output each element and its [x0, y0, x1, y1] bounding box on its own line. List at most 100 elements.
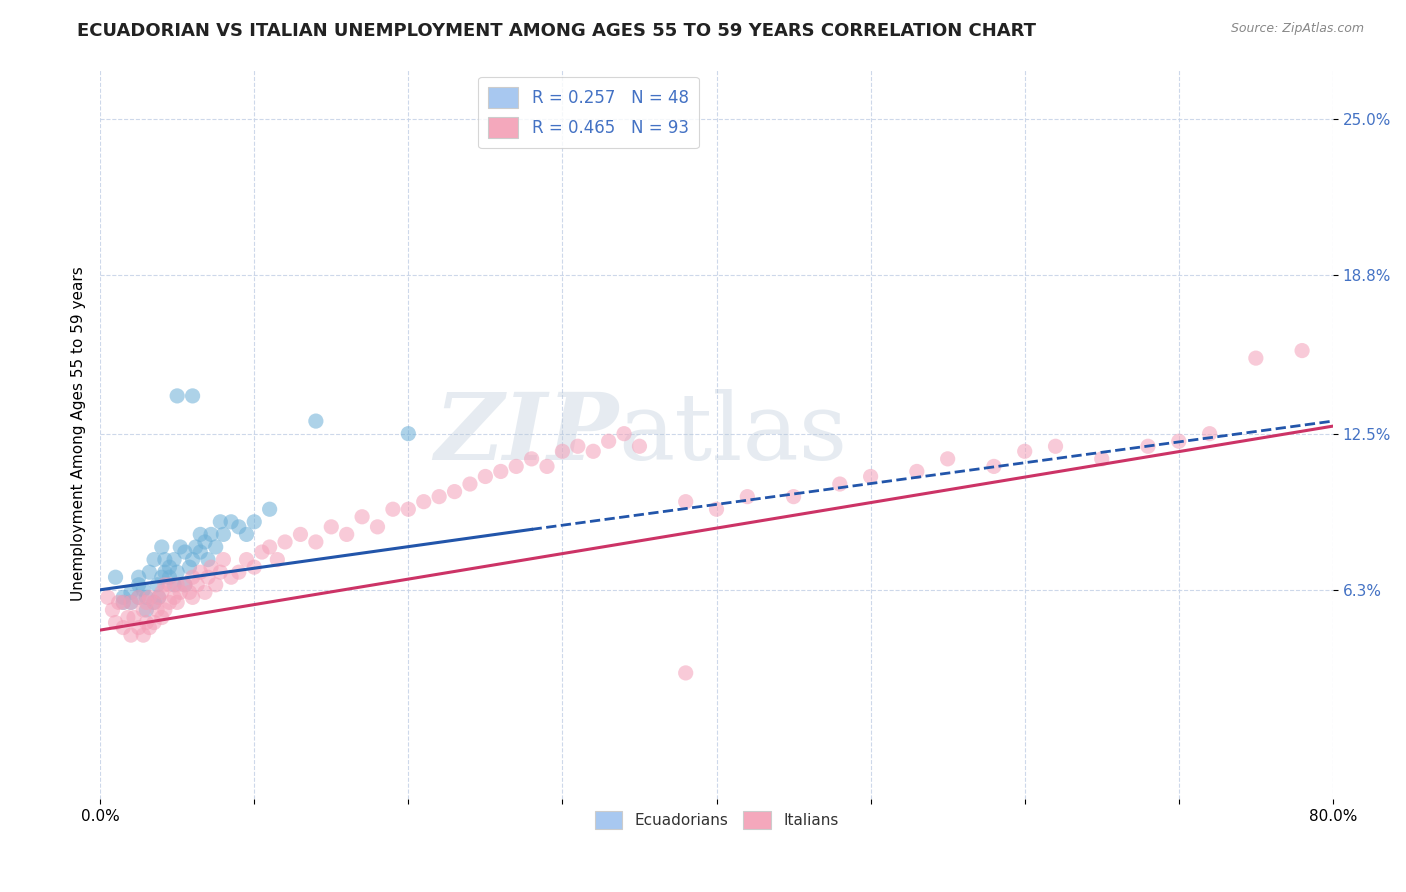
Point	[173, 578, 195, 592]
Point	[219, 515, 242, 529]
Point	[290, 527, 312, 541]
Point	[169, 585, 191, 599]
Point	[128, 570, 150, 584]
Point	[396, 502, 419, 516]
Point	[150, 570, 173, 584]
Point	[219, 570, 242, 584]
Point	[209, 515, 232, 529]
Point	[188, 565, 211, 579]
Point	[150, 540, 173, 554]
Point	[169, 540, 191, 554]
Point	[396, 426, 419, 441]
Point	[146, 578, 169, 592]
Point	[188, 545, 211, 559]
Point	[235, 527, 257, 541]
Text: ECUADORIAN VS ITALIAN UNEMPLOYMENT AMONG AGES 55 TO 59 YEARS CORRELATION CHART: ECUADORIAN VS ITALIAN UNEMPLOYMENT AMONG…	[77, 22, 1036, 40]
Point	[1244, 351, 1267, 365]
Point	[243, 560, 266, 574]
Point	[120, 595, 142, 609]
Point	[132, 628, 155, 642]
Point	[582, 444, 605, 458]
Point	[135, 595, 157, 609]
Point	[181, 570, 204, 584]
Point	[117, 610, 139, 624]
Point	[1136, 439, 1159, 453]
Point	[143, 595, 166, 609]
Point	[173, 578, 195, 592]
Point	[505, 459, 527, 474]
Point	[104, 570, 127, 584]
Point	[194, 585, 217, 599]
Point	[197, 552, 219, 566]
Point	[138, 591, 160, 605]
Point	[321, 520, 343, 534]
Point	[567, 439, 589, 453]
Point	[628, 439, 651, 453]
Point	[200, 560, 222, 574]
Point	[1045, 439, 1067, 453]
Point	[458, 477, 481, 491]
Point	[159, 578, 181, 592]
Point	[905, 465, 928, 479]
Point	[135, 615, 157, 630]
Point	[163, 578, 186, 592]
Point	[153, 565, 176, 579]
Point	[159, 560, 181, 574]
Point	[181, 552, 204, 566]
Text: Source: ZipAtlas.com: Source: ZipAtlas.com	[1230, 22, 1364, 36]
Point	[128, 591, 150, 605]
Point	[153, 552, 176, 566]
Point	[613, 426, 636, 441]
Point	[179, 585, 201, 599]
Point	[135, 603, 157, 617]
Point	[101, 603, 124, 617]
Point	[138, 565, 160, 579]
Point	[146, 603, 169, 617]
Point	[188, 527, 211, 541]
Point	[204, 578, 226, 592]
Point	[212, 552, 235, 566]
Point	[675, 665, 697, 680]
Point	[166, 595, 188, 609]
Point	[112, 595, 135, 609]
Point	[489, 465, 512, 479]
Point	[1014, 444, 1036, 458]
Point	[194, 535, 217, 549]
Point	[143, 595, 166, 609]
Point	[598, 434, 620, 449]
Point	[148, 591, 170, 605]
Legend: Ecuadorians, Italians: Ecuadorians, Italians	[589, 805, 845, 835]
Point	[150, 585, 173, 599]
Point	[1291, 343, 1313, 358]
Point	[122, 610, 145, 624]
Point	[181, 591, 204, 605]
Point	[536, 459, 558, 474]
Point	[104, 615, 127, 630]
Point	[186, 578, 208, 592]
Text: atlas: atlas	[617, 389, 848, 479]
Point	[1198, 426, 1220, 441]
Point	[163, 552, 186, 566]
Point	[259, 540, 281, 554]
Point	[132, 603, 155, 617]
Point	[200, 527, 222, 541]
Point	[305, 414, 328, 428]
Point	[1167, 434, 1189, 449]
Point	[166, 565, 188, 579]
Point	[112, 621, 135, 635]
Point	[381, 502, 404, 516]
Point	[235, 552, 257, 566]
Point	[112, 595, 135, 609]
Point	[250, 545, 273, 559]
Point	[366, 520, 388, 534]
Text: ZIP: ZIP	[433, 389, 617, 479]
Point	[135, 591, 157, 605]
Point	[138, 621, 160, 635]
Point	[166, 578, 188, 592]
Point	[120, 585, 142, 599]
Point	[128, 578, 150, 592]
Point	[150, 610, 173, 624]
Point	[163, 591, 186, 605]
Point	[173, 545, 195, 559]
Point	[179, 560, 201, 574]
